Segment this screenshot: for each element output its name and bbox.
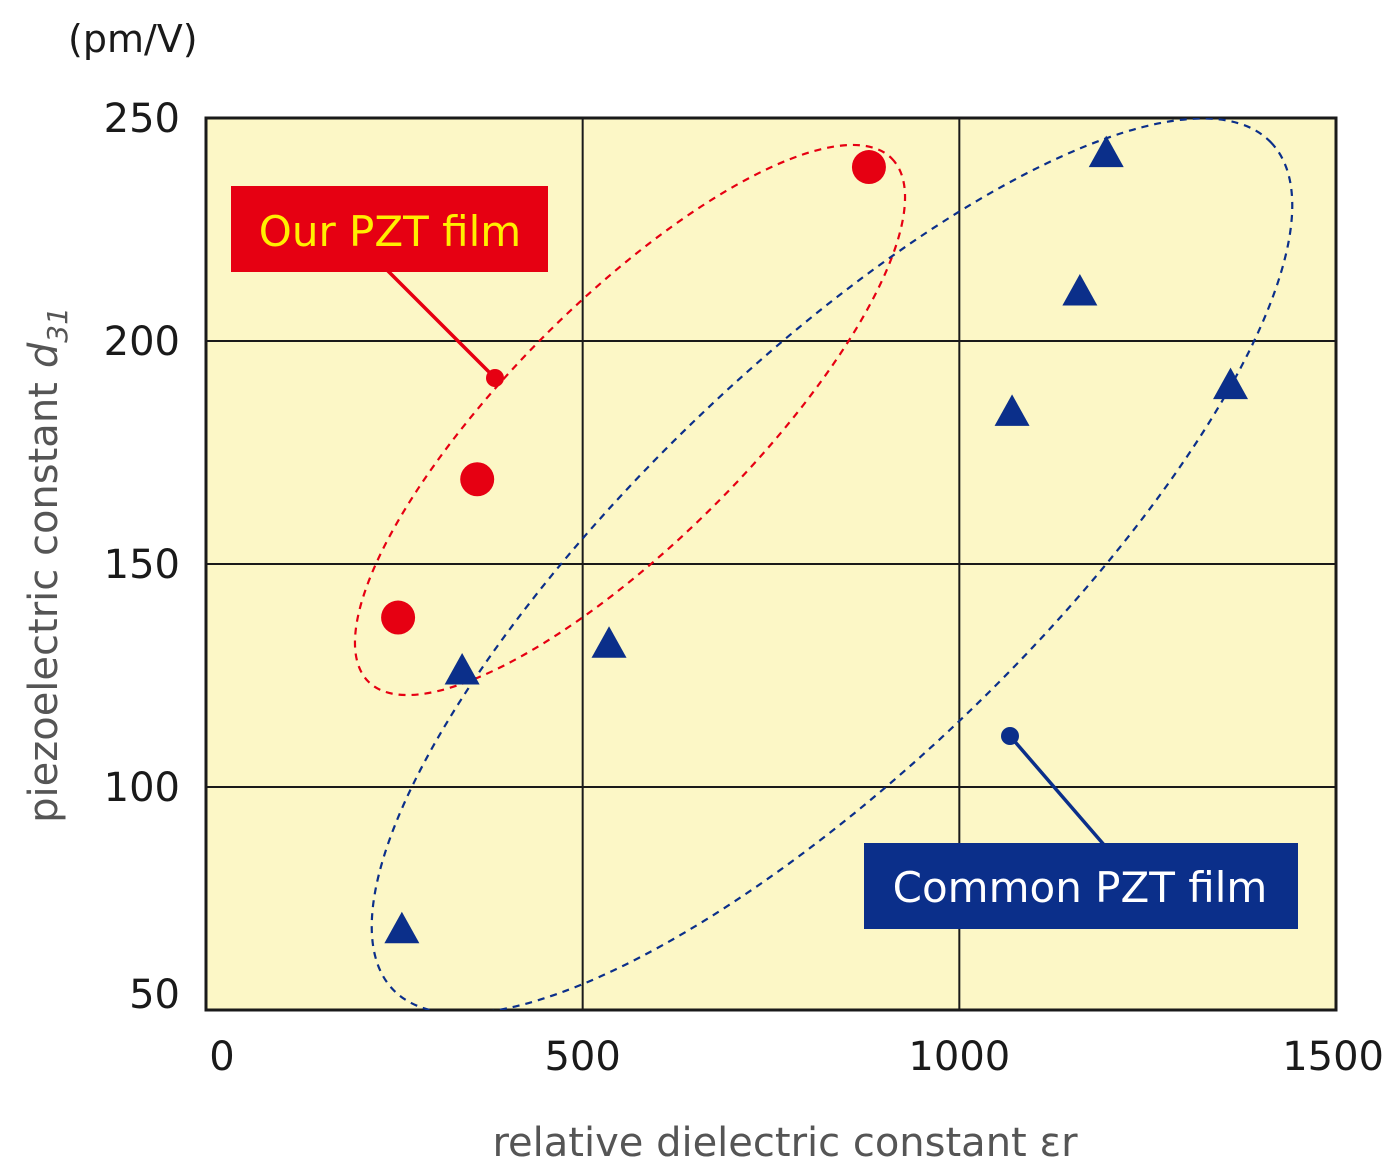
y-tick-label: 200 [104, 319, 180, 365]
common-film-point-3 [994, 394, 1030, 426]
common-film-point-0 [384, 911, 420, 944]
x-tick-label: 1500 [1282, 1034, 1384, 1080]
y-tick-label: 250 [104, 96, 180, 142]
our-film-cluster-outline [353, 143, 907, 697]
callout-box-common-film [864, 843, 1298, 929]
callout-box-our-film [231, 186, 548, 272]
callout-leader-common-film [1008, 734, 1107, 848]
tick-labels: 0 500 1000 1500 50 100 150 200 250 [104, 96, 1384, 1080]
data-points [381, 135, 1249, 944]
common-film-point-6 [1213, 367, 1249, 400]
y-unit-label: (pm/V) [68, 17, 198, 61]
x-axis-title: relative dielectric constant εr [492, 1120, 1078, 1166]
callout-label-common-film: Common PZT film [893, 863, 1268, 912]
callout-label-our-film: Our PZT film [259, 207, 521, 256]
callout-common-film: Common PZT film [864, 727, 1298, 929]
our-film-point-1 [460, 462, 495, 497]
x-tick-label: 500 [544, 1034, 620, 1080]
callout-dot-our-film [486, 369, 504, 387]
y-axis-title-main: piezoelectric constant [21, 382, 67, 823]
y-tick-label: 50 [129, 972, 180, 1018]
common-film-cluster-outline [370, 118, 1294, 1010]
common-film-point-4 [1062, 273, 1098, 306]
our-film-point-0 [381, 600, 416, 635]
common-film-point-2 [591, 626, 627, 658]
common-film-point-5 [1088, 135, 1124, 168]
callout-leader-our-film [383, 266, 497, 380]
x-tick-label: 0 [209, 1034, 234, 1080]
callout-dot-common-film [1001, 727, 1019, 745]
common-film-point-1 [444, 653, 480, 685]
y-tick-label: 100 [104, 765, 180, 811]
y-axis-title: piezoelectric constant d31 [21, 307, 74, 823]
our-film-point-2 [851, 150, 886, 185]
y-axis-title-symbol: d [21, 342, 67, 368]
y-axis-title-subscript: 31 [41, 307, 74, 343]
callout-our-film: Our PZT film [231, 186, 548, 387]
x-tick-label: 1000 [908, 1034, 1010, 1080]
y-tick-label: 150 [104, 542, 180, 588]
